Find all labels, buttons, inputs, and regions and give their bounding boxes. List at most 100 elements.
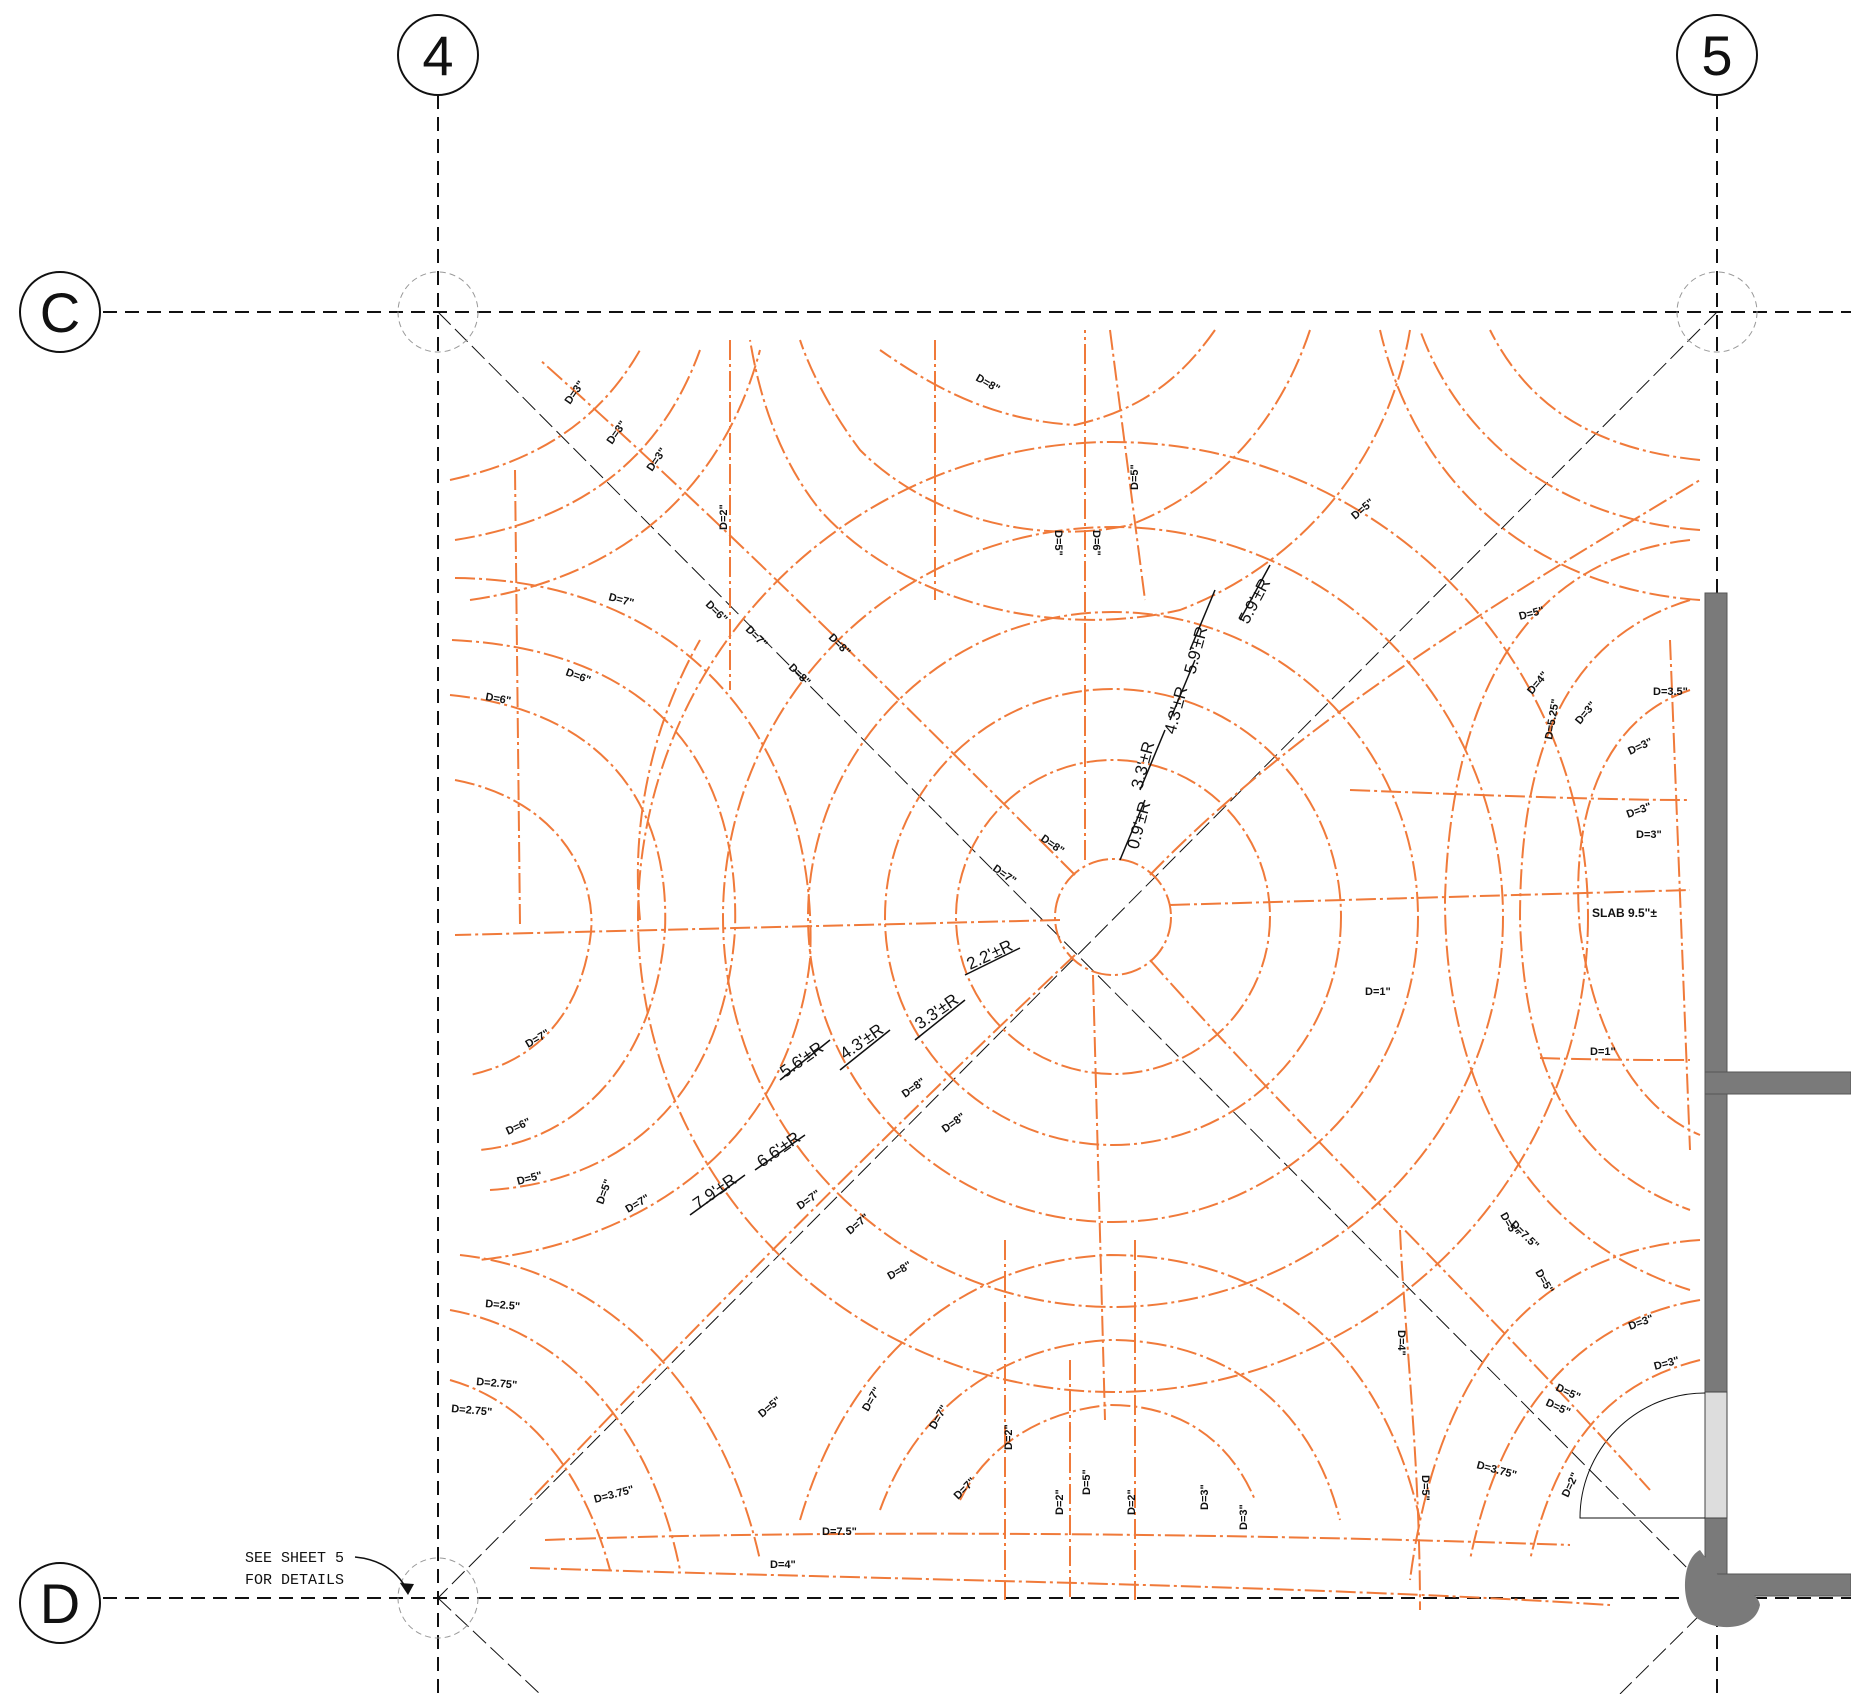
depth-label: D=7"	[952, 1475, 979, 1502]
contour-line	[529, 1567, 1611, 1606]
dim-arrow	[1169, 659, 1196, 721]
depth-label: D=7"	[795, 1188, 823, 1213]
door-swing-arc	[1579, 1392, 1706, 1519]
depth-label: D=5"	[756, 1395, 783, 1421]
contour-ring	[955, 759, 1271, 1075]
grid-bubble-4	[397, 14, 479, 96]
grid-bubble-5	[1676, 14, 1758, 96]
depth-label: D=3.5"	[1653, 686, 1688, 698]
depth-label: D=7"	[607, 591, 635, 609]
contour-arc	[1518, 599, 1691, 1211]
slab-label: SLAB 9.5"±	[1592, 906, 1657, 920]
grid-bubble-c-label: C	[40, 281, 80, 344]
grid-bubble-d-label: D	[40, 1572, 80, 1635]
contour-spoke	[454, 919, 1061, 936]
depth-label: D=1"	[1365, 986, 1391, 998]
radius-dim-label: 3.3'±R	[911, 990, 962, 1033]
contour-ring	[637, 441, 1589, 1393]
contour-spoke	[1169, 889, 1691, 906]
dim-arrow	[839, 1029, 891, 1071]
depth-label: D=2"	[1126, 1489, 1138, 1515]
contour-arc	[1529, 1359, 1701, 1561]
depth-label: D=2"	[1003, 1424, 1015, 1450]
grid-bubble-d	[19, 1562, 101, 1644]
dim-arrow	[1139, 729, 1166, 791]
depth-label: D=2.75"	[476, 1376, 518, 1392]
dim-arrow	[964, 947, 1021, 976]
depth-label: D=3"	[1573, 700, 1599, 727]
contour-line	[1539, 1057, 1691, 1061]
depth-label: D=7"	[927, 1403, 950, 1431]
depth-label: D=3.75"	[593, 1484, 636, 1506]
grid-bubble-5-label: 5	[1701, 24, 1732, 87]
door-opening	[1704, 1391, 1728, 1519]
diagonal-line-b	[437, 311, 1718, 1599]
depth-label: D=8"	[826, 632, 853, 659]
radius-dimensions: 0.9'±R 3.3'±R 4.3'±R 5.9'±R 5.9'±R 2.2'±…	[689, 564, 1274, 1216]
contour-line	[1399, 1229, 1421, 1611]
contour-arc	[1419, 329, 1701, 531]
depth-label: D=2.5"	[485, 1298, 521, 1313]
contour-line	[1349, 789, 1691, 801]
diagonal-ext-a	[437, 1597, 541, 1694]
contour-ring	[1054, 858, 1172, 976]
depth-label: D=5"	[1518, 605, 1546, 623]
depth-label: D=3"	[1625, 801, 1653, 821]
note-arrowhead	[400, 1583, 414, 1595]
contour-spoke	[1149, 959, 1651, 1491]
depth-label: D=4"	[1395, 1330, 1407, 1356]
depth-label: D=4"	[770, 1559, 796, 1571]
depth-label: D=6"	[703, 599, 730, 626]
contour-arc	[879, 1338, 1341, 1521]
diagonal-line-a	[437, 311, 1718, 1599]
contour-arc	[1577, 689, 1701, 1136]
contour-ring	[807, 611, 1419, 1223]
depth-label: D=2.75"	[451, 1403, 493, 1419]
contour-arc	[469, 349, 761, 601]
radius-dim-label: 5.6'±R	[776, 1038, 827, 1081]
contour-arc	[459, 1254, 761, 1561]
depth-label: D=7"	[860, 1385, 883, 1413]
depth-label: D=5"	[1532, 1268, 1555, 1296]
contour-line	[514, 469, 521, 926]
dim-arrow	[914, 999, 966, 1041]
contour-arc	[749, 329, 1411, 621]
contour-line	[1669, 639, 1691, 1151]
depth-label: D=7"	[990, 863, 1018, 888]
dim-arrow	[1189, 589, 1216, 651]
contour-arc	[451, 639, 737, 1191]
note-line-2: FOR DETAILS	[245, 1572, 344, 1589]
contour-arc	[1443, 539, 1691, 1291]
depth-label: D=8"	[940, 1111, 968, 1136]
contour-lines	[449, 329, 1701, 1611]
walls	[1579, 592, 1851, 1628]
column-marker-c5	[1676, 271, 1758, 353]
depth-label: D=3.75"	[1475, 1459, 1518, 1481]
depth-label: D=2"	[1054, 1489, 1066, 1515]
note-line-1: SEE SHEET 5	[245, 1550, 344, 1567]
depth-label: D=1"	[1590, 1046, 1616, 1058]
dim-arrow	[689, 1174, 746, 1216]
column-base	[1685, 1550, 1760, 1628]
depth-label: D=6"	[504, 1116, 532, 1138]
radius-dim-label: 2.2'±R	[964, 936, 1016, 974]
depth-label: D=7"	[524, 1027, 552, 1050]
contour-arc	[449, 349, 641, 481]
dim-arrow	[1239, 564, 1271, 621]
depth-label: D=5"	[1081, 1469, 1093, 1495]
contour-arc	[449, 694, 667, 1151]
depth-label: D=3"	[1627, 1313, 1655, 1333]
depth-label: D=3"	[1238, 1504, 1250, 1530]
grid-bubble-c	[19, 271, 101, 353]
depth-label: D=2"	[1560, 1471, 1582, 1499]
column-marker-d4	[397, 1557, 479, 1639]
see-sheet-note: SEE SHEET 5 FOR DETAILS	[245, 1550, 414, 1595]
depth-label: D=3"	[605, 419, 630, 447]
contour-arc	[636, 639, 701, 921]
depth-label: D=3"	[1199, 1484, 1211, 1510]
contour-arc	[454, 577, 812, 1261]
depth-label: D=3"	[1626, 736, 1654, 758]
depth-label: D=5"	[1129, 464, 1141, 490]
contour-spoke	[539, 359, 1076, 876]
radius-dim-label: 6.6'±R	[753, 1128, 804, 1171]
